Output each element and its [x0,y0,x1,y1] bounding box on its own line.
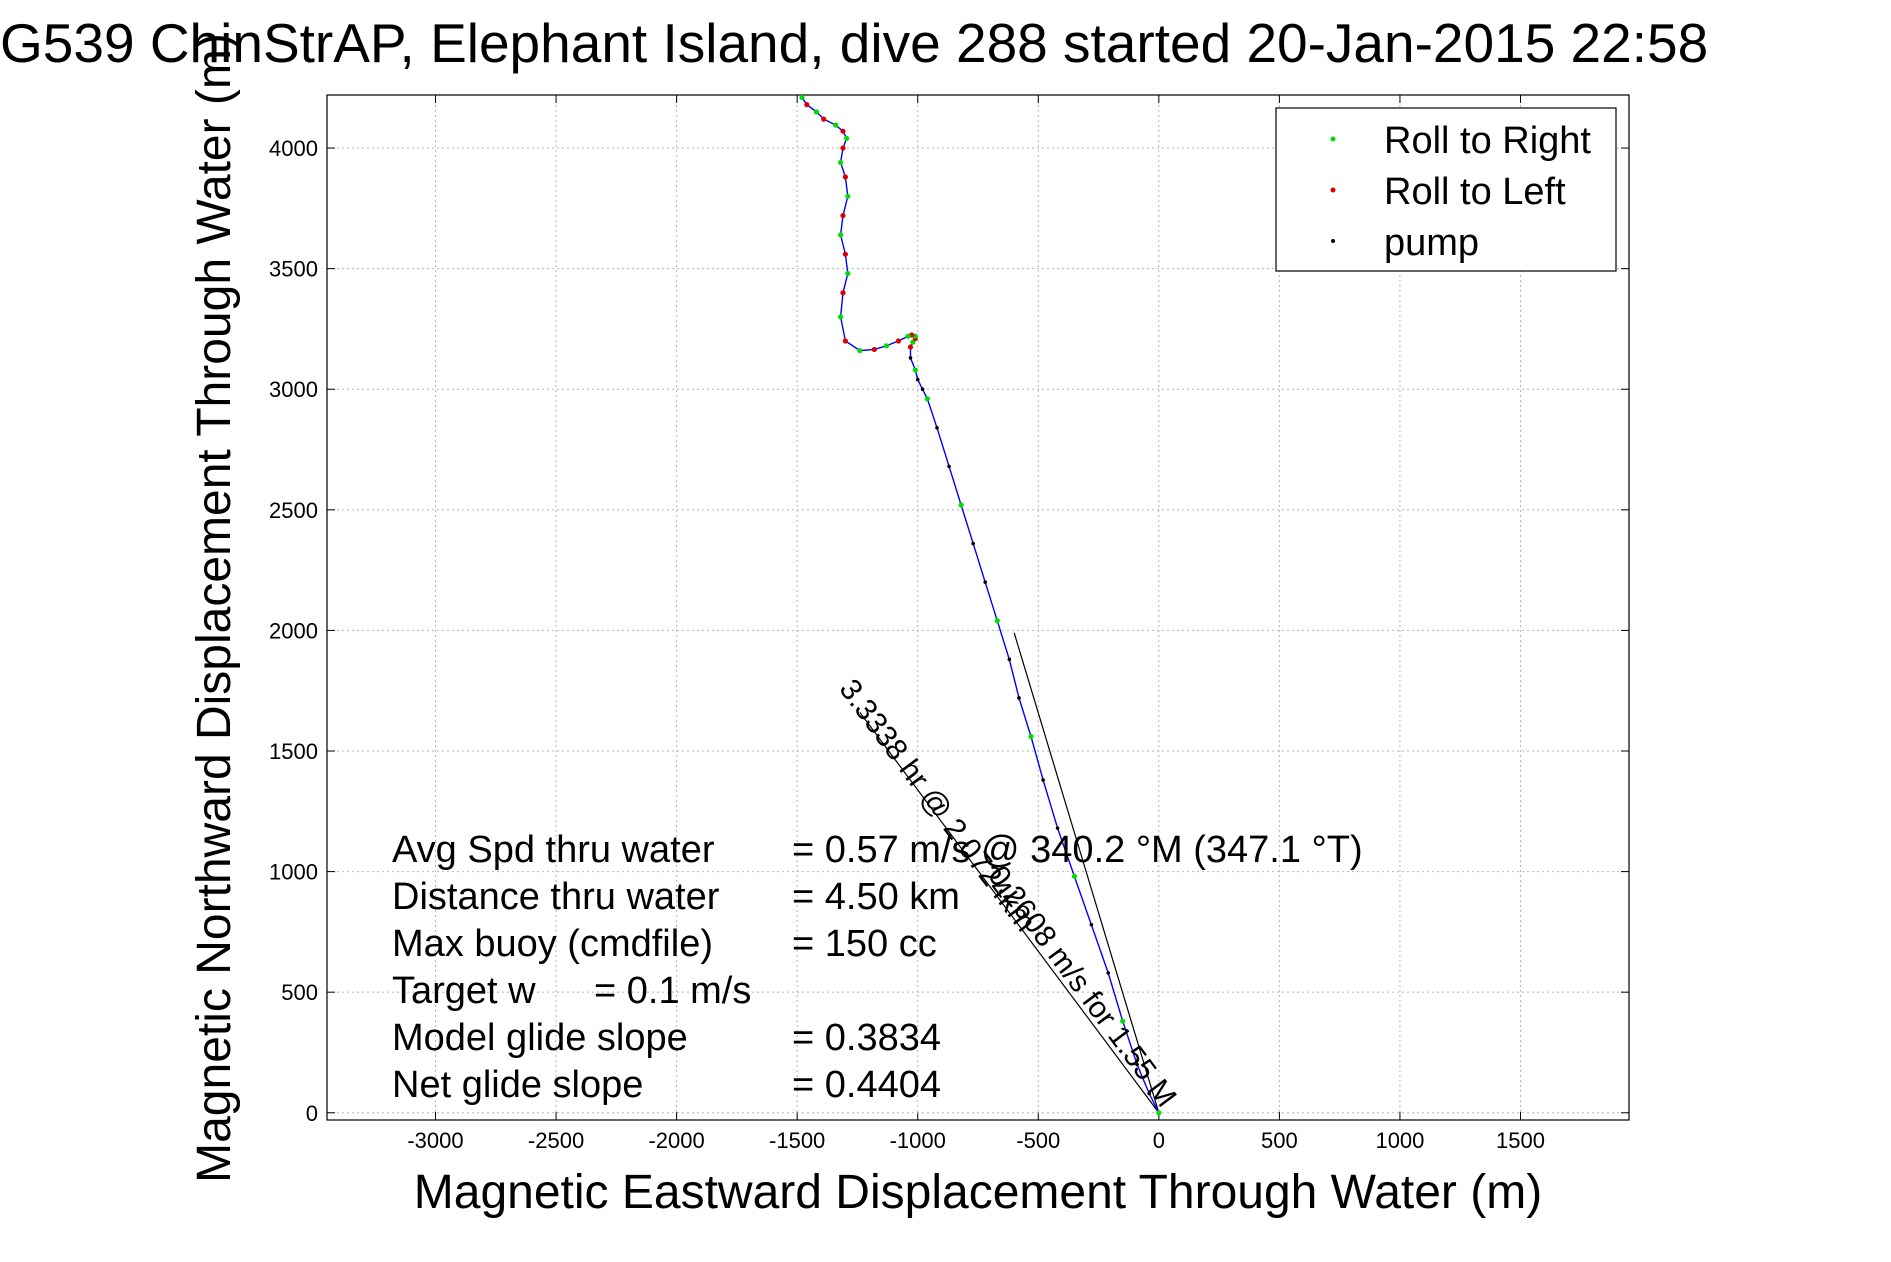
plot-area [326,94,1630,1121]
track-point [883,343,889,349]
track-point [1041,778,1045,782]
y-tick-label: 500 [281,980,318,1005]
stat-value-net-glide: = 0.4404 [792,1064,941,1106]
stat-label-model-glide: Model glide slope [392,1017,688,1059]
track-point [857,348,863,354]
track-point [905,333,911,339]
track-point [804,102,810,108]
y-tick-label: 2000 [269,618,318,643]
track-point [1007,657,1012,662]
track-point [813,109,820,115]
legend-label-pump: pump [1384,222,1479,264]
legend: Roll to Right Roll to Left pump [1275,107,1617,272]
track-point [924,396,930,402]
stat-value-max-buoy: = 150 cc [792,923,937,965]
track-point [971,541,975,546]
stat-label-net-glide: Net glide slope [392,1064,643,1106]
y-tick-label: 0 [306,1101,318,1126]
track-point [983,580,988,584]
track-point [842,174,848,180]
tick-labels: -3000 -2500 -2000 -1500 -1000 -500 0 500 1000 150… [269,136,1545,1153]
track-point [907,344,914,350]
x-tick-label: -500 [1016,1128,1060,1153]
stat-label-target-w: Target w [392,970,536,1012]
x-tick-label: 0 [1153,1128,1165,1153]
track-point [1147,1091,1151,1096]
track-point [1135,1062,1139,1067]
x-tick-label: 1000 [1375,1128,1424,1153]
track-point [843,135,850,142]
track-point [840,145,846,151]
legend-marker-pump [1331,239,1335,243]
track-point [1089,922,1094,927]
marker-layer [799,94,1162,1116]
stat-value-target-w: = 0.1 m/s [594,970,751,1012]
y-axis-label: Magnetic Northward Displacement Through … [188,33,241,1183]
track-point [842,338,848,344]
track-point [837,232,844,238]
track-point [935,426,939,430]
track-point [842,251,848,257]
track-point [994,618,1000,624]
track-point [821,116,827,122]
track-point [947,464,951,469]
track-point [1028,733,1034,740]
stat-label-distance: Distance thru water [392,876,720,918]
legend-label-roll-right: Roll to Right [1384,120,1591,162]
track-point [840,290,846,296]
y-tick-label: 2500 [269,498,318,523]
x-axis-label: Magnetic Eastward Displacement Through W… [414,1166,1542,1219]
heading-line [859,712,1160,1114]
track-point [837,314,844,320]
track-point [799,94,805,101]
stat-value-distance: = 4.50 km [792,876,960,918]
x-tick-label: 1500 [1496,1128,1545,1153]
track-point [912,367,918,373]
legend-marker-roll-left [1330,187,1336,193]
legend-label-roll-left: Roll to Left [1384,171,1566,213]
y-tick-label: 1500 [269,739,318,764]
x-tick-label: -2000 [648,1128,704,1153]
track-point [920,387,925,392]
y-tick-label: 1000 [269,860,318,885]
stat-label-max-buoy: Max buoy (cmdfile) [392,923,713,965]
y-tick-label: 3500 [269,257,318,282]
track-point [845,270,851,277]
x-tick-label: -2500 [528,1128,584,1153]
track-point [833,122,839,128]
x-tick-label: -1000 [890,1128,946,1153]
track-point [1071,873,1078,880]
legend-marker-roll-right [1330,136,1336,142]
stat-value-model-glide: = 0.3834 [792,1017,941,1059]
track-point [837,159,844,166]
track-point [1106,971,1110,975]
track-point [1017,696,1021,700]
track-point [840,212,846,219]
stat-value-avg-speed: = 0.57 m/s @ 340.2 °M (347.1 °T) [792,829,1363,871]
x-tick-label: -3000 [407,1128,463,1153]
track-point [1156,1110,1162,1116]
track-point [1120,1018,1126,1024]
y-tick-label: 4000 [269,136,318,161]
track-point [915,377,920,382]
x-tick-label: -1500 [769,1128,825,1153]
x-tick-label: 500 [1261,1128,1298,1153]
track-point [871,346,877,353]
track-point [1055,826,1060,830]
track-point [895,338,902,344]
chart-title: G539 ChinStrAP, Elephant Island, dive 28… [0,12,1708,74]
heading-line [1013,632,1160,1113]
stats-block: Avg Spd thru water = 0.57 m/s @ 340.2 °M… [392,829,1363,1106]
track-point [840,128,846,134]
stat-label-avg-speed: Avg Spd thru water [392,829,715,871]
heading-lines [859,632,1160,1114]
track-point [908,356,913,360]
y-tick-label: 3000 [269,377,318,402]
track-point [958,502,964,508]
track-point [845,193,851,199]
